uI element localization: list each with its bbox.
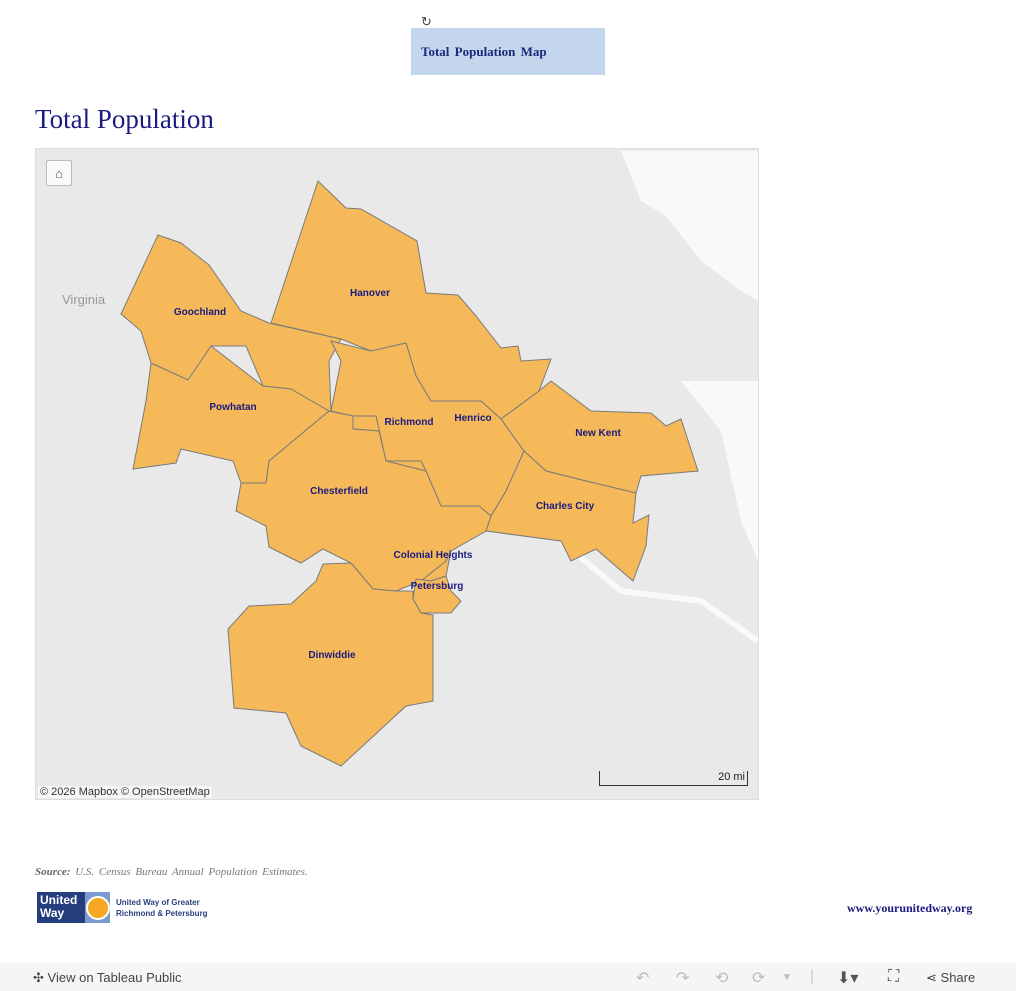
- county-label-hanover: Hanover: [349, 288, 391, 299]
- county-dinwiddie[interactable]: [227, 562, 434, 767]
- logo-org-line1: United Way of Greater: [116, 897, 200, 907]
- share-label: Share: [940, 970, 976, 985]
- county-charles-city[interactable]: [485, 450, 650, 582]
- download-icon[interactable]: ⬇▾: [837, 970, 859, 987]
- divider: |: [810, 968, 815, 985]
- source-label: Source:: [35, 866, 71, 878]
- united-way-logo: United Way United Way of Greater Richmond…: [37, 892, 208, 923]
- county-label-richmond: Richmond: [384, 417, 434, 428]
- redo-icon[interactable]: ↷: [676, 970, 690, 987]
- map[interactable]: ⌂ Virginia Goochland Hanover Powhatan Richm…: [35, 148, 759, 800]
- county-label-dinwiddie: Dinwiddie: [308, 650, 356, 661]
- logo-org-line2: Richmond & Petersburg: [116, 908, 208, 918]
- undo-icon[interactable]: ↶: [636, 970, 650, 987]
- county-label-new-kent: New Kent: [575, 428, 621, 439]
- source-text: U.S. Census Bureau Annual Population Est…: [75, 866, 308, 878]
- county-label-charles-city: Charles City: [535, 501, 595, 512]
- home-icon: ⌂: [55, 165, 63, 181]
- revert-icon[interactable]: ⟲: [715, 970, 729, 987]
- county-label-petersburg: Petersburg: [410, 581, 464, 592]
- map-attribution[interactable]: © 2026 Mapbox © OpenStreetMap: [38, 786, 212, 798]
- share-button[interactable]: ⋖ Share: [926, 970, 975, 986]
- view-on-tableau-button[interactable]: ✣ View on Tableau Public: [33, 970, 181, 986]
- fullscreen-icon[interactable]: ⛶: [888, 968, 900, 985]
- county-label-goochland: Goochland: [173, 307, 227, 318]
- website-link[interactable]: www.yourunitedway.org: [847, 901, 973, 915]
- river: [559, 538, 758, 644]
- chevron-down-icon[interactable]: ▼: [782, 972, 792, 983]
- logo-emblem-icon: [85, 892, 110, 923]
- view-label: View on Tableau Public: [47, 970, 182, 985]
- map-svg: [120, 151, 758, 767]
- refresh-icon[interactable]: ↻: [421, 14, 432, 29]
- scale-bar: 20 mi: [599, 771, 748, 786]
- refresh-data-icon[interactable]: ⟳: [752, 970, 766, 987]
- home-button[interactable]: ⌂: [46, 160, 72, 186]
- share-icon: ⋖: [926, 970, 937, 985]
- county-label-colonial-heights: Colonial Heights: [393, 550, 473, 561]
- logo-text: United Way: [40, 893, 78, 920]
- tab-total-population-map[interactable]: Total Population Map: [411, 28, 605, 75]
- source-note: Source: U.S. Census Bureau Annual Popula…: [35, 866, 308, 878]
- page-title: Total Population: [35, 104, 214, 134]
- county-label-henrico: Henrico: [454, 413, 492, 424]
- county-label-powhatan: Powhatan: [209, 402, 257, 413]
- tableau-icon: ✣: [33, 970, 44, 985]
- county-label-chesterfield: Chesterfield: [310, 486, 368, 497]
- water-feature: [621, 151, 758, 561]
- region-label: Virginia: [62, 292, 106, 307]
- bottom-toolbar: ✣ View on Tableau Public ↶ ↷ ⟲ ⟳ ▼ | ⬇▾ …: [0, 963, 1016, 991]
